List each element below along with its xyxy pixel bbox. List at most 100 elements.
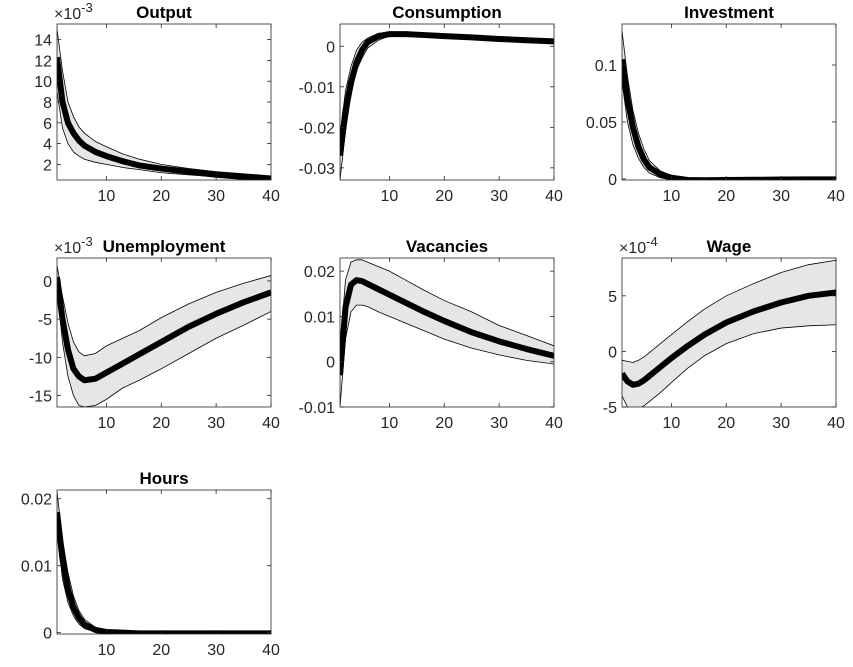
x-tick-label: 10: [97, 415, 115, 432]
subplot-title: Hours: [139, 469, 188, 488]
x-tick-label: 20: [152, 415, 170, 432]
y-tick-label: 0.01: [304, 309, 335, 326]
x-tick-label: 40: [827, 415, 845, 432]
x-tick-label: 10: [97, 188, 115, 205]
x-tick-label: 10: [662, 415, 680, 432]
median-line: [340, 31, 554, 157]
confidence-band: [622, 260, 836, 407]
x-tick-label: 40: [262, 188, 280, 205]
subplot: 10 20 30 40 0 0.05 0.1 Investment: [586, 3, 845, 205]
y-tick-label: 0: [43, 626, 52, 643]
y-tick-label: 0: [43, 274, 52, 291]
y-tick-label: -5: [603, 400, 617, 417]
x-tick-label: 10: [380, 415, 398, 432]
axes-box: [621, 257, 837, 408]
subplot: 10 20 30 40 2 4 6 8 10 12 14×10-3 Output: [34, 0, 280, 205]
upper-bound-line: [622, 259, 836, 363]
axes-box: [339, 257, 555, 408]
confidence-band: [57, 29, 271, 180]
subplot: 10 20 30 40 -5 0 5 ×10-4 Wage: [603, 234, 845, 432]
y-tick-label: -0.03: [299, 161, 336, 178]
x-tick-label: 10: [380, 188, 398, 205]
axes-box: [621, 23, 837, 181]
exponent-base: ×10: [54, 6, 81, 23]
confidence-band: [57, 492, 271, 634]
y-tick-label: -5: [38, 312, 52, 329]
x-tick-label: 40: [262, 642, 280, 659]
upper-bound-line: [57, 29, 271, 177]
y-exponent: ×10-3: [54, 0, 93, 23]
exponent-power: -4: [646, 234, 658, 249]
median-line: [340, 277, 554, 376]
y-tick-label: 6: [43, 116, 52, 133]
y-tick-label: -0.01: [299, 80, 336, 97]
exponent-base: ×10: [619, 240, 646, 257]
x-tick-label: 30: [772, 415, 790, 432]
x-tick-label: 30: [490, 188, 508, 205]
x-tick-label: 30: [207, 642, 225, 659]
subplot: 10 20 30 40 -0.01 0 0.01 0.02 Vacancies: [299, 237, 563, 432]
y-tick-label: 12: [34, 53, 52, 70]
x-tick-label: 10: [662, 188, 680, 205]
upper-bound-line: [57, 491, 271, 634]
subplot-title: Consumption: [392, 3, 502, 22]
y-tick-label: -10: [29, 350, 52, 367]
y-tick-label: 0: [326, 39, 335, 56]
median-line: [57, 56, 271, 180]
y-tick-label: -15: [29, 389, 52, 406]
axes-box: [56, 489, 272, 635]
y-tick-label: 8: [43, 95, 52, 112]
x-tick-label: 10: [97, 642, 115, 659]
lower-bound-line: [340, 35, 554, 180]
subplot: 10 20 30 40 0 0.01 0.02 Hours: [21, 469, 280, 659]
y-tick-label: 14: [34, 33, 52, 50]
lower-bound-line: [57, 532, 271, 634]
y-tick-label: 0: [326, 355, 335, 372]
median-line: [57, 276, 271, 384]
x-tick-label: 30: [772, 188, 790, 205]
y-tick-label: 4: [43, 137, 52, 154]
confidence-band: [340, 32, 554, 180]
exponent-base: ×10: [54, 240, 81, 257]
x-tick-label: 20: [435, 188, 453, 205]
x-tick-label: 40: [827, 188, 845, 205]
subplot: 10 20 30 40 -0.03 -0.02 -0.01 0 Consumption: [299, 3, 563, 205]
subplot-title: Output: [136, 3, 192, 22]
x-tick-label: 30: [207, 188, 225, 205]
x-tick-label: 20: [717, 415, 735, 432]
y-tick-label: 0.05: [586, 115, 617, 132]
y-tick-label: 0.02: [21, 492, 52, 509]
axes-box: [56, 257, 272, 408]
x-tick-label: 30: [490, 415, 508, 432]
y-tick-label: 10: [34, 74, 52, 91]
x-tick-label: 20: [152, 188, 170, 205]
y-tick-label: 0.1: [595, 58, 617, 75]
x-tick-label: 30: [207, 415, 225, 432]
subplot-title: Wage: [707, 237, 752, 256]
median-line: [622, 58, 836, 180]
x-tick-label: 40: [262, 415, 280, 432]
y-exponent: ×10-4: [619, 234, 658, 257]
median-line: [57, 511, 271, 634]
y-tick-label: 2: [43, 157, 52, 174]
x-tick-label: 20: [152, 642, 170, 659]
subplot-title: Investment: [684, 3, 774, 22]
median-line: [622, 289, 836, 388]
y-tick-label: -0.01: [299, 400, 336, 417]
upper-bound-line: [622, 30, 836, 180]
lower-bound-line: [57, 288, 271, 407]
subplot-title: Vacancies: [406, 237, 488, 256]
y-tick-label: 0: [608, 172, 617, 189]
axes-box: [339, 23, 555, 181]
lower-bound-line: [340, 304, 554, 407]
lower-bound-line: [622, 324, 836, 407]
x-tick-label: 20: [717, 188, 735, 205]
y-tick-label: 0.02: [304, 264, 335, 281]
confidence-band: [57, 265, 271, 407]
subplot: 10 20 30 40 -15 -10 -5 0×10-3 Unemployment: [29, 234, 280, 432]
x-tick-label: 40: [545, 188, 563, 205]
y-tick-label: -0.02: [299, 120, 336, 137]
upper-bound-line: [57, 265, 271, 357]
confidence-band: [622, 30, 836, 180]
